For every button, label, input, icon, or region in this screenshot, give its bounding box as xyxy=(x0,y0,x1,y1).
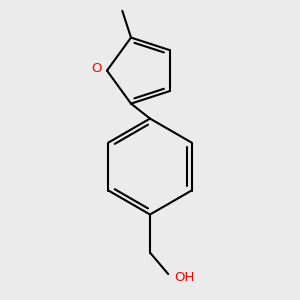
Text: O: O xyxy=(91,62,102,75)
Text: OH: OH xyxy=(174,271,194,284)
